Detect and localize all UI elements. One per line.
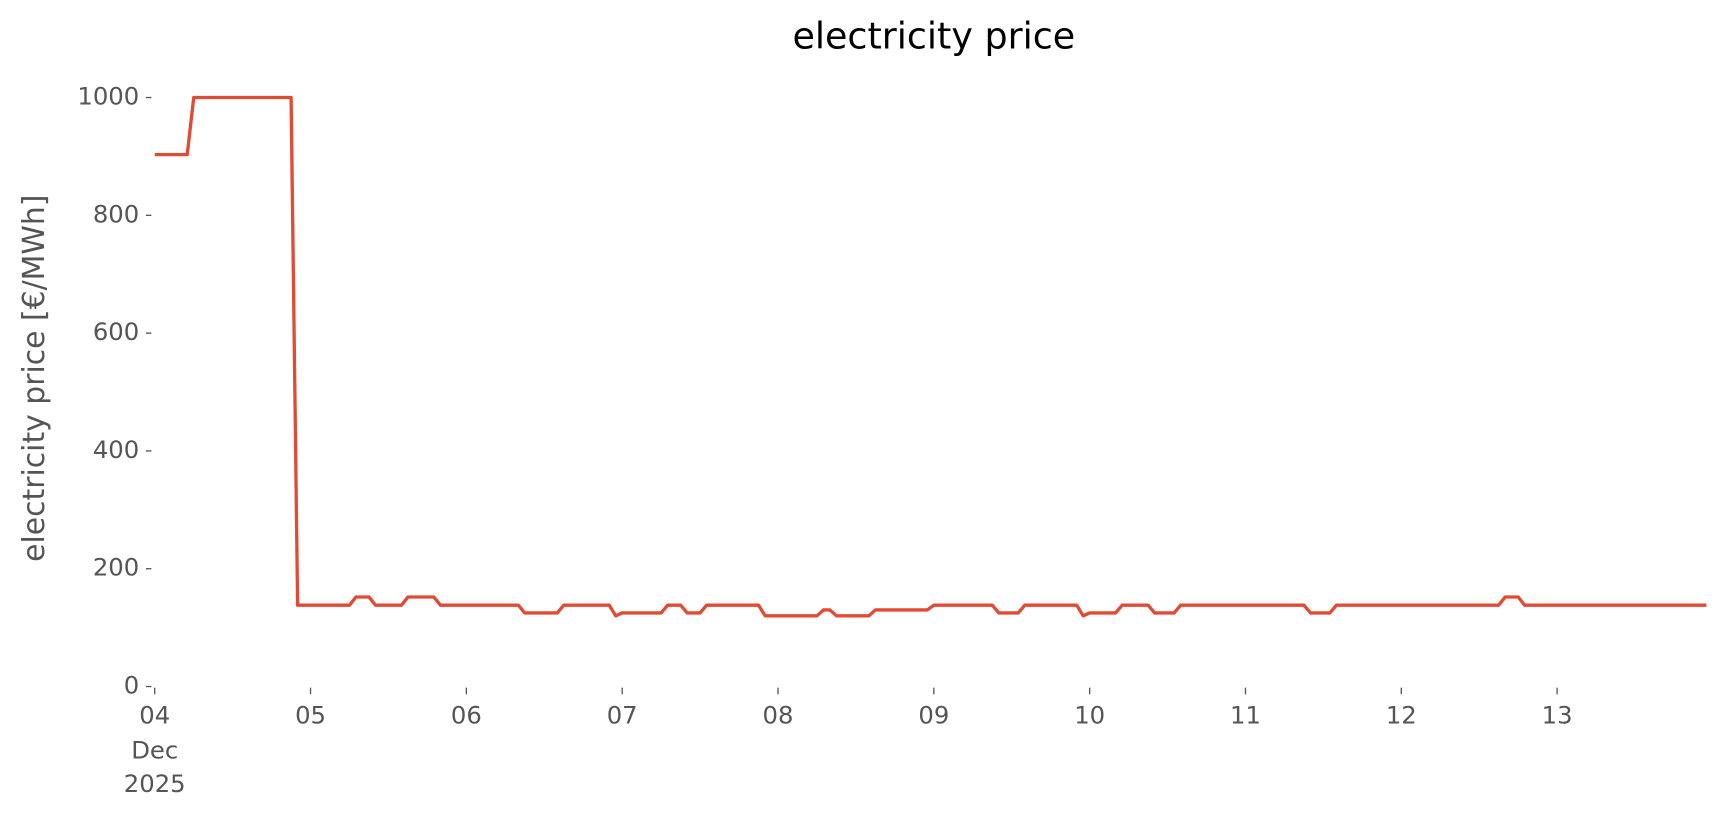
x-tick-label: 05 xyxy=(295,700,326,729)
x-tick-label: 12 xyxy=(1386,700,1417,729)
x-tick-label: 09 xyxy=(918,700,949,729)
x-tick-label: 13 xyxy=(1542,700,1573,729)
y-tick-label: 600 xyxy=(93,317,139,346)
y-tick-label: 800 xyxy=(93,199,139,228)
x-tick-label: 08 xyxy=(763,700,794,729)
x-date-offset: 2025 xyxy=(124,769,186,798)
price-line xyxy=(154,95,1707,618)
x-tick-label: 10 xyxy=(1074,700,1105,729)
y-axis-label: electricity price [€/MWh] xyxy=(17,195,52,562)
chart-title: electricity price xyxy=(792,14,1075,57)
x-date-offset: Dec xyxy=(131,736,178,765)
y-tick-label: 0 xyxy=(124,671,139,700)
y-tick-label: 400 xyxy=(93,435,139,464)
y-tick-label: 1000 xyxy=(77,82,139,111)
y-tick-label: 200 xyxy=(93,553,139,582)
x-tick-label: 04 xyxy=(139,700,170,729)
x-tick-label: 07 xyxy=(607,700,638,729)
x-tick-label: 06 xyxy=(451,700,482,729)
x-tick-label: 11 xyxy=(1230,700,1261,729)
